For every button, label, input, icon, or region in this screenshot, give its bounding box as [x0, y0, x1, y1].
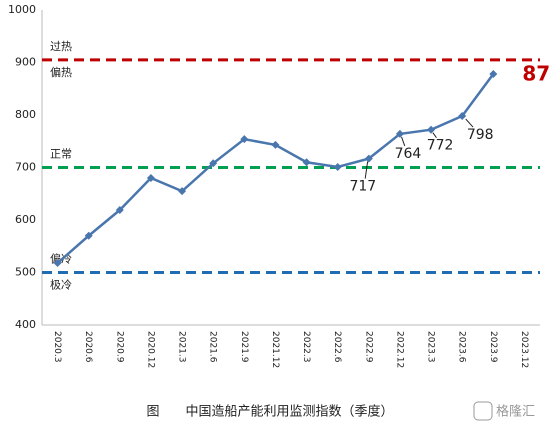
zone-label: 极冷: [50, 278, 72, 292]
leader-line: [465, 118, 474, 128]
y-tick-label: 900: [15, 56, 36, 69]
watermark-icon: [473, 401, 493, 421]
data-point: [427, 125, 436, 134]
caption: 图 中国造船产能利用监测指数（季度）: [146, 404, 393, 420]
data-label: 798: [467, 127, 494, 143]
data-point: [302, 158, 311, 167]
data-point: [271, 140, 280, 149]
x-tick-label: 2022.9: [363, 331, 373, 363]
x-tick-label: 2020.6: [83, 331, 93, 363]
data-point: [53, 259, 62, 268]
data-label: 878: [522, 62, 550, 86]
x-tick-label: 2020.9: [114, 331, 124, 363]
data-point: [115, 206, 124, 215]
x-tick-label: 2021.6: [208, 331, 218, 363]
x-tick-label: 2020.3: [52, 331, 62, 363]
data-point: [364, 154, 373, 163]
data-label: 717: [349, 179, 376, 195]
leader-line: [364, 161, 369, 179]
x-tick-label: 2021.3: [177, 331, 187, 363]
y-tick-label: 700: [15, 161, 36, 174]
data-label: 764: [395, 146, 422, 162]
y-tick-label: 500: [15, 266, 36, 279]
watermark: 格隆汇: [496, 404, 535, 420]
data-point: [333, 162, 342, 171]
data-point: [84, 231, 93, 240]
data-point: [146, 174, 155, 182]
y-tick-label: 600: [15, 213, 36, 226]
x-tick-label: 2022.6: [332, 331, 342, 363]
data-label: 772: [427, 138, 454, 154]
y-tick-label: 800: [15, 108, 36, 121]
data-point: [395, 129, 404, 138]
zone-label: 过热: [50, 40, 72, 53]
x-tick-label: 2023.9: [488, 331, 498, 363]
x-tick-label: 2022.3: [301, 331, 311, 363]
leader-line: [401, 136, 406, 147]
y-tick-label: 1000: [8, 3, 36, 16]
leader-line: [432, 132, 437, 138]
data-point: [178, 187, 187, 196]
data-point: [209, 159, 218, 168]
x-tick-label: 2022.12: [394, 331, 404, 368]
x-tick-label: 2023.12: [519, 331, 529, 368]
x-tick-label: 2023.3: [426, 331, 436, 363]
x-tick-label: 2021.9: [239, 331, 249, 363]
zone-label: 正常: [50, 148, 72, 161]
x-tick-label: 2021.12: [270, 331, 280, 368]
x-tick-label: 2020.12: [145, 331, 155, 368]
data-point: [489, 70, 498, 79]
x-tick-label: 2023.6: [457, 331, 467, 363]
zone-label: 偏热: [50, 65, 72, 79]
data-point: [240, 135, 249, 144]
y-tick-label: 400: [15, 318, 36, 331]
data-point: [458, 112, 467, 121]
